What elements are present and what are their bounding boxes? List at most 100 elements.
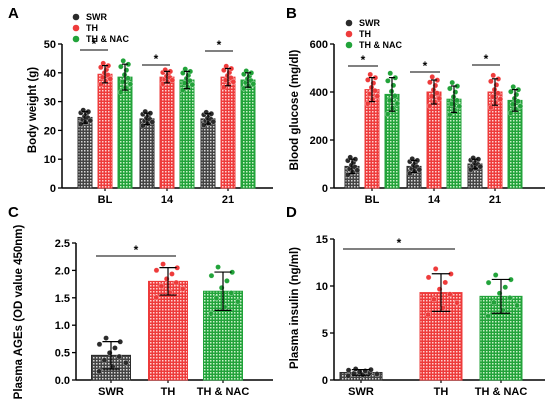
point-th-nac-bl bbox=[125, 75, 131, 82]
point-th-bl bbox=[364, 100, 371, 107]
panel-label-c: C bbox=[8, 204, 19, 221]
point-th-nac-bl bbox=[117, 89, 124, 96]
point-th-nac-21 bbox=[250, 81, 257, 87]
legend-b: SWR TH TH & NAC bbox=[345, 18, 402, 50]
y-axis-title-c: Plasma AGEs (OD value 450nm) bbox=[13, 224, 25, 399]
point-th-th bbox=[442, 279, 449, 286]
point-swr-swr bbox=[345, 367, 352, 373]
significance-star: * bbox=[361, 53, 366, 67]
significance-star: * bbox=[92, 37, 97, 51]
point-th-nac-bl bbox=[392, 93, 398, 99]
point-th-nac-th-nac bbox=[507, 295, 513, 301]
point-swr-swr bbox=[101, 357, 108, 364]
point-swr-14 bbox=[406, 170, 413, 177]
point-th-nac-14 bbox=[446, 111, 453, 118]
point-th-th bbox=[431, 296, 437, 303]
y-tick-label: 40 bbox=[44, 68, 56, 80]
point-th-14 bbox=[426, 103, 433, 109]
legend-label-th: TH bbox=[86, 23, 98, 33]
point-th-14 bbox=[434, 90, 440, 96]
x-tick-label-14: 14 bbox=[161, 194, 174, 206]
legend-marker-swr bbox=[345, 19, 353, 27]
point-th-th bbox=[158, 283, 165, 290]
x-tick-label-th-nac: TH & NAC bbox=[197, 386, 250, 398]
bar-th-nac-14 bbox=[179, 79, 195, 189]
point-th-th bbox=[173, 279, 179, 286]
point-th-21 bbox=[497, 96, 504, 102]
legend-marker-th bbox=[72, 24, 80, 32]
y-tick-label: 1.0 bbox=[55, 320, 70, 332]
point-th-th bbox=[454, 299, 460, 306]
x-tick-label-swr: SWR bbox=[348, 386, 374, 398]
point-th-th bbox=[169, 271, 175, 277]
point-th-th bbox=[153, 294, 159, 301]
point-swr-14 bbox=[139, 122, 146, 129]
point-th-nac-14 bbox=[447, 85, 453, 92]
x-tick-label-bl: BL bbox=[98, 194, 113, 206]
significance-star: * bbox=[217, 38, 222, 52]
point-th-21 bbox=[487, 104, 494, 111]
bar-swr-21 bbox=[200, 118, 216, 189]
point-th-bl bbox=[367, 71, 373, 78]
point-th-nac-21 bbox=[510, 84, 516, 90]
y-axis-title-d: Plasma insulin (ng/ml) bbox=[289, 247, 301, 369]
bar-th-nac-21 bbox=[240, 79, 256, 189]
point-th-nac-bl bbox=[394, 100, 401, 107]
panel-label-d: D bbox=[286, 204, 297, 221]
legend-label-th: TH bbox=[359, 29, 371, 39]
point-th-nac-14 bbox=[456, 103, 463, 110]
point-th-nac-th-nac bbox=[215, 264, 221, 270]
point-th-nac-14 bbox=[454, 97, 460, 104]
point-swr-swr bbox=[96, 341, 103, 347]
point-th-th bbox=[153, 267, 160, 274]
y-axis-title-a: Body weight (g) bbox=[27, 67, 39, 153]
point-swr-21 bbox=[477, 163, 484, 170]
point-th-nac-14 bbox=[449, 79, 455, 86]
y-tick-label: 0.5 bbox=[55, 348, 70, 360]
legend-label-th-nac: TH & NAC bbox=[359, 40, 402, 50]
bar-th-14 bbox=[159, 76, 175, 189]
point-th-nac-th-nac bbox=[502, 284, 509, 290]
point-th-bl bbox=[372, 87, 378, 94]
point-th-th bbox=[180, 286, 186, 292]
point-th-nac-th-nac bbox=[224, 278, 230, 284]
x-tick-label-th-nac: TH & NAC bbox=[475, 386, 528, 398]
legend-label-th-nac: TH & NAC bbox=[86, 34, 129, 44]
point-th-nac-21 bbox=[515, 98, 521, 105]
panel-label-b: B bbox=[286, 5, 297, 22]
point-swr-swr bbox=[103, 335, 109, 341]
point-swr-swr bbox=[116, 353, 122, 360]
point-th-nac-th-nac bbox=[213, 295, 220, 301]
point-th-nac-th-nac bbox=[492, 272, 499, 278]
y-tick-label: 5 bbox=[322, 328, 328, 340]
point-th-nac-th-nac bbox=[208, 272, 215, 279]
panel-label-a: A bbox=[8, 5, 19, 22]
point-th-nac-th-nac bbox=[491, 299, 497, 306]
point-swr-bl bbox=[87, 117, 94, 124]
x-tick-label-swr: SWR bbox=[98, 386, 124, 398]
point-swr-swr bbox=[123, 359, 129, 366]
y-tick-label: 50 bbox=[44, 39, 56, 51]
point-th-21 bbox=[495, 90, 501, 96]
point-th-nac-bl bbox=[385, 78, 391, 84]
point-th-th bbox=[425, 274, 432, 281]
legend-marker-th-nac bbox=[72, 35, 80, 43]
plot-c: 0.0 0.5 1.0 1.5 2.0 2.5 SWR TH TH & NAC * bbox=[55, 238, 273, 398]
point-th-nac-21 bbox=[508, 88, 514, 95]
y-tick-label: 200 bbox=[310, 135, 328, 147]
point-th-21 bbox=[488, 78, 494, 85]
y-tick-label: 0.0 bbox=[55, 375, 70, 387]
point-swr-swr bbox=[112, 345, 118, 351]
bar-th-bl bbox=[97, 73, 113, 189]
y-tick-label: 15 bbox=[316, 234, 328, 246]
point-th-th bbox=[432, 266, 439, 272]
legend-marker-swr bbox=[72, 13, 80, 21]
significance-star: * bbox=[397, 236, 402, 250]
x-tick-label-21: 21 bbox=[489, 194, 501, 206]
point-swr-swr bbox=[374, 371, 380, 377]
bar-th-21 bbox=[220, 76, 236, 189]
y-tick-label: 2.0 bbox=[55, 265, 70, 277]
point-th-nac-th-nac bbox=[514, 302, 520, 309]
point-th-nac-th-nac bbox=[235, 298, 241, 305]
